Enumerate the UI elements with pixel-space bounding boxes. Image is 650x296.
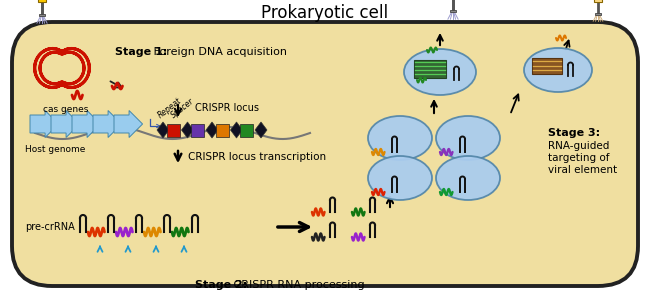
Text: Stage 2:: Stage 2: (195, 280, 247, 290)
Ellipse shape (524, 48, 592, 92)
Bar (594, 0, 602, 1)
Text: targeting of: targeting of (548, 153, 610, 163)
Polygon shape (157, 122, 169, 138)
Bar (38, 0, 46, 2)
Bar (38, 14, 46, 16)
FancyBboxPatch shape (51, 110, 79, 138)
FancyBboxPatch shape (114, 110, 142, 138)
Polygon shape (206, 122, 218, 138)
Bar (240, 123, 253, 136)
Text: Host genome: Host genome (25, 144, 85, 154)
Text: CRISPR RNA processing: CRISPR RNA processing (230, 280, 365, 290)
FancyBboxPatch shape (93, 110, 122, 138)
FancyBboxPatch shape (72, 110, 101, 138)
Bar (191, 123, 204, 136)
Bar (532, 58, 562, 74)
Text: Stage 1:: Stage 1: (115, 47, 167, 57)
Text: CRISPR locus: CRISPR locus (195, 103, 259, 113)
Bar (166, 123, 179, 136)
Ellipse shape (436, 116, 500, 160)
FancyBboxPatch shape (30, 110, 58, 138)
Text: viral element: viral element (548, 165, 617, 175)
FancyBboxPatch shape (12, 22, 638, 286)
Bar (216, 123, 229, 136)
Text: pre-crRNA: pre-crRNA (25, 222, 75, 232)
Ellipse shape (368, 156, 432, 200)
Text: RNA-guided: RNA-guided (548, 141, 610, 151)
Text: Foreign DNA acquisition: Foreign DNA acquisition (150, 47, 287, 57)
Ellipse shape (436, 156, 500, 200)
Polygon shape (181, 122, 194, 138)
Text: Stage 3:: Stage 3: (548, 128, 600, 138)
Bar (595, 13, 601, 15)
Text: Repeat: Repeat (157, 96, 183, 120)
Polygon shape (255, 122, 267, 138)
Text: Prokaryotic cell: Prokaryotic cell (261, 4, 389, 22)
Bar (414, 60, 446, 78)
Text: CRISPR locus transcription: CRISPR locus transcription (188, 152, 326, 162)
Text: cas genes: cas genes (44, 105, 88, 115)
Ellipse shape (404, 49, 476, 95)
Polygon shape (231, 122, 242, 138)
Text: Spacer: Spacer (170, 96, 196, 120)
Ellipse shape (368, 116, 432, 160)
Bar (450, 10, 456, 12)
